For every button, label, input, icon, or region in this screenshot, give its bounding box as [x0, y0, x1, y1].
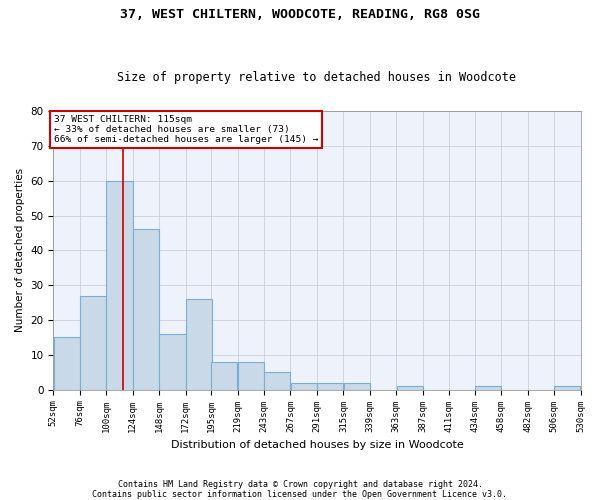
Bar: [160, 334, 185, 390]
Bar: [290, 382, 317, 390]
Text: Contains public sector information licensed under the Open Government Licence v3: Contains public sector information licen…: [92, 490, 508, 499]
Bar: [475, 386, 501, 390]
Bar: [554, 386, 580, 390]
Bar: [238, 362, 264, 390]
Bar: [80, 296, 106, 390]
Bar: [317, 382, 343, 390]
Bar: [53, 338, 80, 390]
Bar: [106, 180, 133, 390]
Text: 37, WEST CHILTERN, WOODCOTE, READING, RG8 0SG: 37, WEST CHILTERN, WOODCOTE, READING, RG…: [120, 8, 480, 20]
Bar: [186, 299, 212, 390]
Bar: [397, 386, 422, 390]
Text: 37 WEST CHILTERN: 115sqm
← 33% of detached houses are smaller (73)
66% of semi-d: 37 WEST CHILTERN: 115sqm ← 33% of detach…: [54, 114, 319, 144]
Bar: [344, 382, 370, 390]
Bar: [133, 230, 159, 390]
X-axis label: Distribution of detached houses by size in Woodcote: Distribution of detached houses by size …: [170, 440, 463, 450]
Bar: [211, 362, 238, 390]
Text: Contains HM Land Registry data © Crown copyright and database right 2024.: Contains HM Land Registry data © Crown c…: [118, 480, 482, 489]
Y-axis label: Number of detached properties: Number of detached properties: [15, 168, 25, 332]
Bar: [264, 372, 290, 390]
Title: Size of property relative to detached houses in Woodcote: Size of property relative to detached ho…: [118, 70, 517, 84]
